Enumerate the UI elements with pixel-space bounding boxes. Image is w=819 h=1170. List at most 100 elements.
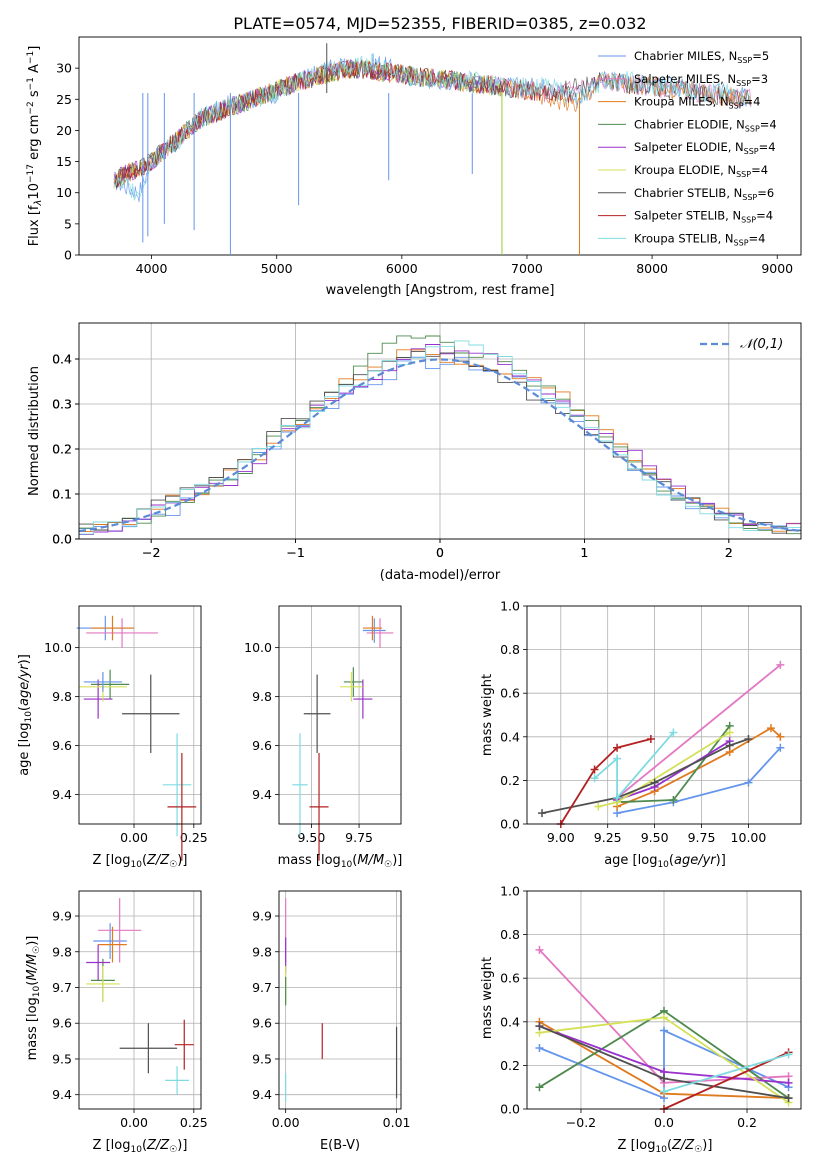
y-tick-label: 0.3 (52, 397, 72, 412)
residual-x-ticks: −2 −1 0 1 2 (142, 539, 733, 560)
weight-line (663, 1053, 789, 1093)
weight-marker (613, 743, 622, 752)
weight-marker (660, 1013, 668, 1022)
x-tick-label: 9.50 (297, 830, 325, 845)
residual-legend: 𝒩(0,1) (700, 337, 783, 352)
y-tick-label: 10.0 (44, 640, 72, 655)
residual-grid: −2 −1 0 1 2 0.0 0.1 0.2 0.3 0.4 (52, 323, 801, 560)
y-tick-label: 9.8 (52, 689, 72, 704)
y-tick-label: 9.7 (252, 980, 272, 995)
x-tick-label: 8000 (636, 261, 668, 276)
y-tick-label: 9.6 (52, 738, 72, 753)
y-tick-label: 9.5 (52, 1051, 72, 1066)
weight-line (539, 1029, 789, 1100)
weight-marker (646, 734, 655, 743)
y-tick-label: 0.4 (52, 352, 72, 367)
y-tick-label: 0.8 (500, 927, 520, 942)
spectrum-lines (113, 43, 752, 255)
age-vs-mass-panel: 9.50 9.75 9.4 9.6 9.8 10.0 (244, 605, 402, 861)
weight-marker (535, 1043, 544, 1052)
y-tick-label: 10 (56, 185, 72, 200)
weight-marker (766, 724, 775, 733)
y-tick-label: 0.4 (52, 352, 72, 367)
x-tick-label: 9.50 (641, 830, 669, 845)
mass-weight-vs-metallicity-y-label: mass weight (480, 957, 495, 1039)
spectrum-y-label: Flux [fλ10−17 erg cm−2 s−1 A−1] (26, 46, 44, 247)
y-tick-label: 0.0 (500, 1102, 520, 1117)
residual-histogram (79, 340, 801, 535)
spectrum-axes (78, 36, 802, 256)
y-tick-label: 9.4 (52, 1087, 72, 1102)
axes-frame (526, 605, 802, 825)
x-tick-label: 0 (436, 545, 444, 560)
weight-marker (535, 945, 544, 954)
spectrum-line (113, 53, 751, 202)
residual-panel: −2 −1 0 1 2 0.0 0.1 0.2 0.3 0.4 −2 −1 0 1 2 0.0 0.1 0.2… (27, 322, 802, 583)
weight-marker (776, 660, 785, 669)
y-tick-label: 9.9 (52, 909, 72, 924)
y-tick-label: 0.2 (52, 442, 72, 457)
weight-marker (594, 802, 603, 811)
axes-frame (526, 890, 802, 1110)
y-tick-label: 0.2 (500, 773, 520, 788)
legend-normal-label: 𝒩(0,1) (740, 337, 783, 352)
weight-marker (660, 1074, 668, 1083)
weight-marker (669, 728, 678, 737)
y-tick-label: 9.6 (252, 1016, 272, 1031)
residual-x-label: (data-model)/error (380, 568, 501, 583)
axes-frame (278, 605, 402, 825)
y-tick-label: 0.1 (52, 487, 72, 502)
age-vs-metallicity-panel: 0.00 0.25 9.4 9.6 9.8 10.0 (44, 605, 208, 861)
weight-line (560, 738, 652, 825)
y-tick-label: 9.7 (52, 980, 72, 995)
weight-marker (613, 793, 622, 802)
y-tick-label: 0.2 (500, 1058, 520, 1073)
y-tick-label: 9.4 (252, 1087, 272, 1102)
mass-weight-vs-age-x-label: age [log10(age/yr)] (604, 853, 726, 870)
residual-y-ticks: 0.0 0.1 0.2 0.3 0.4 (52, 352, 79, 547)
weight-line (616, 664, 781, 799)
mass-weight-vs-age-y-label: mass weight (480, 674, 495, 756)
legend-label: Salpeter ELODIE, NSSP=4 (634, 140, 776, 156)
y-tick-label: 10.0 (244, 640, 272, 655)
legend-label: Kroupa STELIB, NSSP=4 (634, 231, 765, 247)
x-tick-label: 0.00 (120, 1115, 148, 1130)
residual-histograms (79, 335, 801, 536)
weight-marker (669, 796, 678, 805)
x-tick-label: 0.00 (120, 830, 148, 845)
weight-marker (776, 732, 785, 741)
weight-line (594, 731, 675, 801)
x-tick-label: 0.0 (654, 1115, 674, 1130)
weight-marker (725, 728, 734, 737)
x-tick-label: 0.00 (272, 1115, 300, 1130)
y-tick-label: 0.0 (52, 532, 72, 547)
legend-label: Salpeter MILES, NSSP=3 (634, 72, 768, 88)
y-tick-label: 0.0 (500, 817, 520, 832)
x-tick-label: 0.25 (180, 830, 208, 845)
residual-histogram (79, 349, 801, 533)
mass-weight-vs-age-panel: 9.00 9.25 9.50 9.75 10.00 0.0 0.2 0.4 0.6 0.8 1.0 (500, 599, 802, 845)
mass-vs-metallicity-x-label: Z [log10(Z/Z☉)] (93, 1138, 188, 1155)
y-tick-label: 15 (56, 154, 72, 169)
spectrum-x-label: wavelength [Angstrom, rest frame] (326, 283, 555, 298)
y-tick-label: 0.8 (500, 642, 520, 657)
weight-marker (535, 1083, 544, 1092)
age-vs-metallicity-y-label: age [log10(age/yr)] (17, 654, 34, 776)
x-tick-label: 9000 (761, 261, 793, 276)
mass-weight-vs-metallicity-x-label: Z [log10(Z/Z☉)] (618, 1138, 713, 1155)
y-tick-label: 9.5 (252, 1051, 272, 1066)
y-tick-label: 20 (56, 123, 72, 138)
x-tick-label: 6000 (386, 261, 418, 276)
x-tick-label: 9.75 (688, 830, 716, 845)
mass-weight-vs-metallicity-panel: −0.2 0.0 0.2 0.0 0.2 0.4 0.6 0.8 1.0 (500, 884, 802, 1130)
weight-marker (590, 774, 599, 783)
weight-marker (744, 734, 753, 743)
weight-line (616, 747, 782, 814)
weight-marker (538, 809, 547, 818)
x-tick-label: 2 (725, 545, 733, 560)
weight-marker (650, 778, 659, 787)
normal-reference-curve (78, 358, 802, 533)
y-tick-label: 0.0 (52, 532, 72, 547)
legend-label: Chabrier STELIB, NSSP=6 (634, 186, 774, 202)
